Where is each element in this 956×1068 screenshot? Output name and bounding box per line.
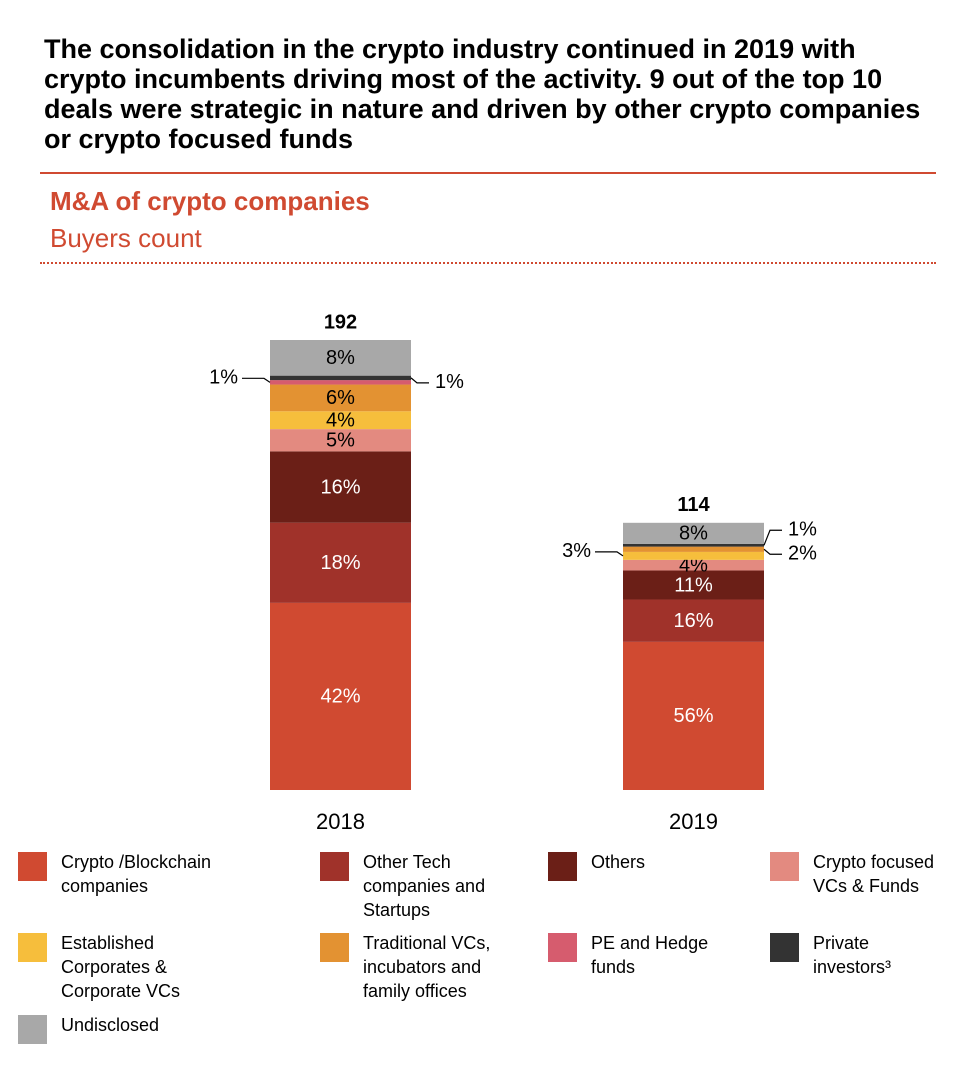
legend-label: Undisclosed bbox=[61, 1015, 160, 1035]
data-label: 42% bbox=[320, 686, 360, 708]
legend-item: Established Corporates & Corporate VCs bbox=[18, 933, 196, 1003]
data-label: 6% bbox=[326, 387, 355, 409]
chart-subtitle: M&A of crypto companies bbox=[50, 186, 370, 216]
legend-label: Crypto /Blockchain companies bbox=[61, 852, 212, 896]
bar-segment bbox=[270, 451, 411, 523]
legend-label: PE and Hedge funds bbox=[591, 933, 709, 977]
data-label: 56% bbox=[673, 705, 713, 727]
chart-unit: Buyers count bbox=[50, 223, 202, 253]
bar-segment bbox=[623, 570, 764, 600]
legend-item: Crypto /Blockchain companies bbox=[18, 852, 251, 898]
data-label: 1% bbox=[435, 371, 464, 393]
bar-segment bbox=[270, 380, 411, 385]
legend-swatch bbox=[18, 852, 47, 881]
legend-label: Traditional VCs, incubators and family o… bbox=[363, 933, 491, 1001]
data-label: 16% bbox=[320, 476, 360, 498]
data-label: 4% bbox=[679, 554, 708, 576]
bar-segment bbox=[623, 546, 764, 552]
data-label: 3% bbox=[562, 540, 591, 562]
headline: The consolidation in the crypto industry… bbox=[44, 34, 921, 154]
legend-swatch bbox=[770, 933, 799, 962]
bar-segment bbox=[623, 641, 764, 790]
bar-segment bbox=[623, 551, 764, 560]
bar-segment bbox=[623, 599, 764, 642]
legend-label: Others bbox=[591, 852, 646, 872]
data-label: 5% bbox=[326, 430, 355, 452]
legend-item: Other Tech companies and Startups bbox=[320, 852, 513, 922]
data-label: 18% bbox=[320, 552, 360, 574]
legend-swatch bbox=[18, 1015, 47, 1044]
x-tick-label: 2018 bbox=[316, 809, 365, 834]
data-label: 1% bbox=[788, 519, 817, 541]
bar-segment bbox=[623, 543, 764, 547]
total-label: 192 bbox=[324, 311, 357, 333]
leader-line bbox=[763, 548, 782, 555]
legend-label: Established Corporates & Corporate VCs bbox=[61, 933, 181, 1001]
data-label: 2% bbox=[788, 543, 817, 565]
legend-item: Traditional VCs, incubators and family o… bbox=[320, 933, 513, 1003]
bar-segment bbox=[270, 411, 411, 430]
bar-segment bbox=[623, 559, 764, 571]
leader-line bbox=[410, 377, 429, 384]
leader-line bbox=[242, 377, 271, 383]
legend-item: Undisclosed bbox=[18, 1015, 261, 1044]
legend-swatch bbox=[770, 852, 799, 881]
leader-line bbox=[763, 529, 782, 546]
subtitle-rule bbox=[40, 262, 936, 264]
data-label: 16% bbox=[673, 610, 713, 632]
legend-label: Other Tech companies and Startups bbox=[363, 852, 486, 920]
x-tick-label: 2019 bbox=[669, 809, 718, 834]
bar-segment bbox=[270, 522, 411, 603]
title-rule bbox=[40, 172, 936, 174]
bar-segment bbox=[623, 522, 764, 544]
legend-item: PE and Hedge funds bbox=[548, 933, 721, 979]
legend-label: Private investors³ bbox=[813, 933, 892, 977]
leader-line bbox=[595, 551, 624, 557]
legend-swatch bbox=[320, 933, 349, 962]
bar-segment bbox=[270, 429, 411, 452]
legend-item: Others bbox=[548, 852, 741, 881]
data-label: 11% bbox=[674, 574, 713, 596]
legend-swatch bbox=[548, 852, 577, 881]
data-label: 1% bbox=[209, 367, 238, 389]
total-label: 114 bbox=[677, 494, 710, 516]
bar-segment bbox=[270, 375, 411, 381]
data-label: 8% bbox=[679, 523, 708, 545]
bar-segment bbox=[270, 384, 411, 412]
data-label: 8% bbox=[326, 347, 355, 369]
legend-swatch bbox=[548, 933, 577, 962]
legend-item: Crypto focused VCs & Funds bbox=[770, 852, 956, 898]
legend-item: Private investors³ bbox=[770, 933, 923, 979]
legend-label: Crypto focused VCs & Funds bbox=[813, 852, 935, 896]
legend-swatch bbox=[320, 852, 349, 881]
bar-segment bbox=[270, 340, 411, 376]
legend-swatch bbox=[18, 933, 47, 962]
data-label: 4% bbox=[326, 409, 355, 431]
bar-segment bbox=[270, 602, 411, 790]
